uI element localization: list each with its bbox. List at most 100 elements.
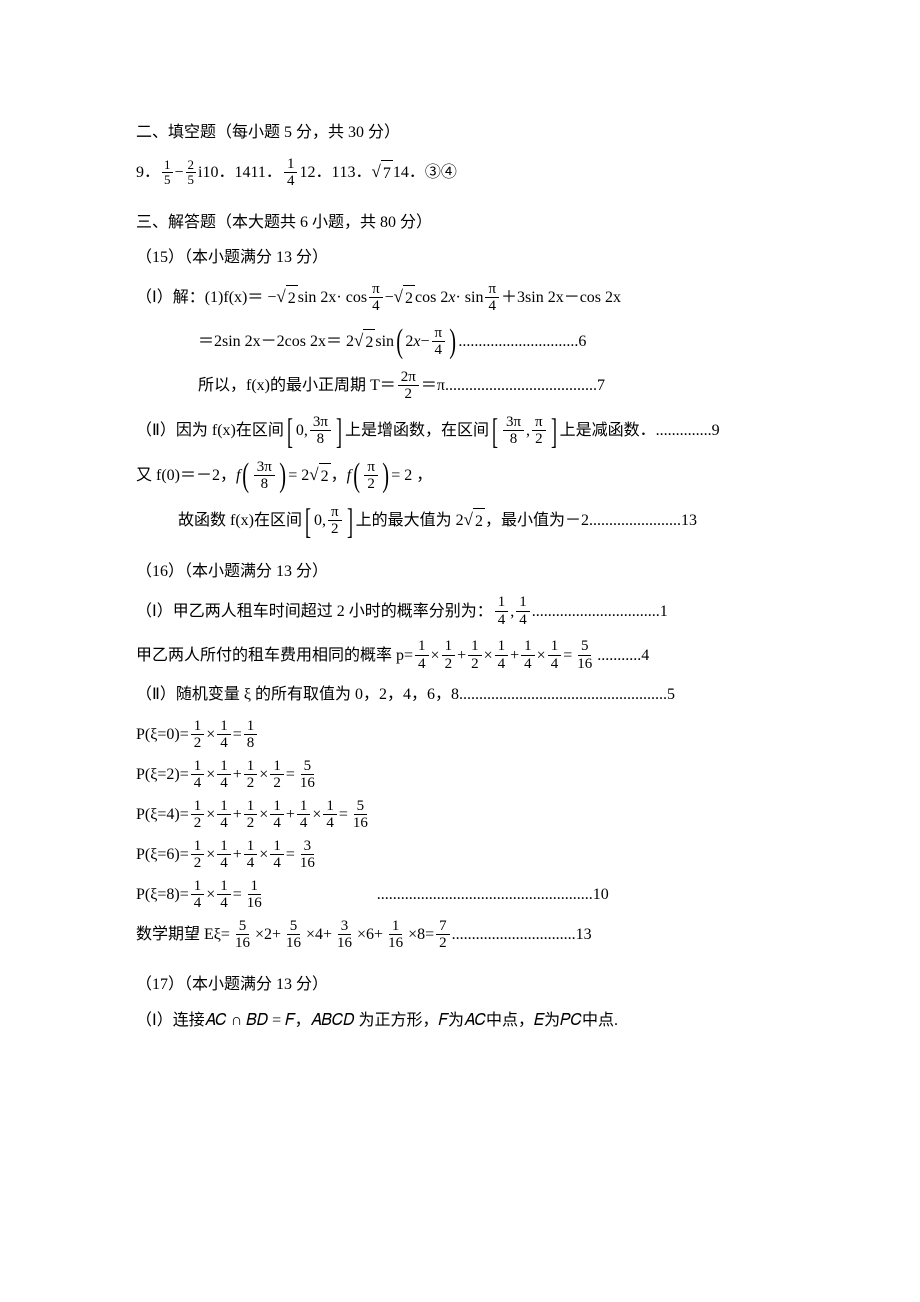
p15-line5: 又 f(0)＝－2， f ( 3π8 ) = 2 √2 ， f ( π2 ) =… [136, 459, 790, 493]
p16-l3a: （Ⅱ）随机变量 ξ 的所有取值为 0，2，4，6，8 [136, 682, 459, 708]
p15-line6: 故函数 f(x)在区间 [ 0, π2 ] 上的最大值为 2 √2 ，最小值为－… [136, 503, 790, 539]
pi4-3: π4 [432, 325, 446, 359]
lbracket-icon: [ [287, 413, 293, 449]
q9-frac2: 2 5 [186, 158, 197, 188]
sqrt-icon: √ [371, 158, 380, 185]
fraction: 14 [495, 638, 509, 672]
p16-p4: P(ξ=4)= 12×14+12×14+14×14=516 [136, 798, 790, 832]
p17-line1: （Ⅰ）连接𝐴𝐶 ∩ 𝐵𝐷 = 𝐹，𝐴𝐵𝐶𝐷 为正方形，𝐹为𝐴𝐶中点，𝐸为𝑃𝐶中点… [136, 1008, 790, 1034]
q9-prefix: 9． [136, 160, 160, 186]
p17-l1-text: （Ⅰ）连接𝐴𝐶 ∩ 𝐵𝐷 = 𝐹，𝐴𝐵𝐶𝐷 为正方形，𝐹为𝐴𝐶中点，𝐸为𝑃𝐶中点… [136, 1008, 618, 1034]
op-text: = [286, 842, 295, 868]
op-text: + [233, 842, 242, 868]
comma2: , [510, 599, 514, 625]
p16-title: （16）（本小题满分 13 分） [136, 559, 790, 585]
p15-l2b: sin [375, 329, 394, 355]
op-text: × [537, 643, 546, 669]
fraction: 14 [270, 838, 284, 872]
q10: 10．14 [203, 160, 251, 186]
lparen-icon: ( [353, 459, 360, 493]
p15-l6b: 上的最大值为 2 [356, 508, 464, 534]
f-2: f [347, 463, 351, 489]
p15-l1d: cos 2 [415, 285, 448, 311]
fraction: 14 [217, 798, 231, 832]
fraction: 14 [270, 798, 284, 832]
int1-frac: 3π8 [310, 414, 331, 448]
fraction: 116 [385, 918, 406, 952]
fraction: 72 [436, 918, 450, 952]
fraction: 12 [442, 638, 456, 672]
pi4-2: π4 [485, 281, 499, 315]
p15-l2a: ＝2sin 2x－2cos 2x＝ 2 [198, 329, 354, 355]
eq2: = 2 ， [391, 463, 432, 489]
p16-p6: P(ξ=6)= 12×14+14×14=316 [136, 838, 790, 872]
op-text: + [286, 802, 295, 828]
q11-frac: 1 4 [284, 156, 298, 190]
section3-heading: 三、解答题（本大题共 6 小题，共 80 分） [136, 210, 790, 236]
p16-l3dots: ........................................… [459, 682, 675, 708]
op-text: = [563, 643, 572, 669]
sqrt-icon: √ [354, 327, 363, 354]
fraction: 316 [334, 918, 355, 952]
p15-l6c: ，最小值为－2 [485, 508, 589, 534]
dots: ...............................13 [452, 922, 592, 948]
op-text: = [339, 802, 348, 828]
op-text: × [484, 643, 493, 669]
f2-arg: π2 [364, 459, 378, 493]
fraction: 12 [244, 758, 258, 792]
rparen-icon: ) [449, 325, 456, 359]
fraction: 12 [191, 718, 205, 752]
fraction: 14 [521, 638, 535, 672]
q13-prefix: 13． [339, 160, 371, 186]
pi4-1: π4 [369, 281, 383, 315]
p15-l1a: （Ⅰ）解：(1)f(x)＝ − [136, 285, 276, 311]
p4-label: P(ξ=4)= [136, 802, 189, 828]
sqrt-icon: √ [464, 506, 473, 533]
int3-frac: π2 [328, 504, 342, 538]
op-text: + [510, 643, 519, 669]
section2-heading-text: 二、填空题（每小题 5 分，共 30 分） [136, 120, 400, 146]
sqrt2-2: √2 [394, 283, 415, 312]
fraction: 14 [217, 758, 231, 792]
p0-label: P(ξ=0)= [136, 722, 189, 748]
op-text: × [206, 842, 215, 868]
fraction: 516 [232, 918, 253, 952]
p16-p8: P(ξ=8)= 14×14=116.......................… [136, 878, 790, 912]
fraction: 12 [244, 798, 258, 832]
fraction: 516 [297, 758, 318, 792]
op-text: = [233, 722, 242, 748]
p15-l3dots: ......................................7 [445, 373, 605, 399]
p17-title-text: （17）（本小题满分 13 分） [136, 972, 328, 998]
p16-expectation: 数学期望 Eξ= 516×2+516×4+316×6+116×8=72 ....… [136, 918, 790, 952]
sqrt2-5: √2 [464, 506, 485, 535]
p15-title-text: （15）（本小题满分 13 分） [136, 245, 328, 271]
p15-l1x: x [448, 285, 455, 311]
op-text: ×6+ [357, 922, 383, 948]
p15-line2: ＝2sin 2x－2cos 2x＝ 2 √2 sin ( 2 x − π4 ) … [136, 325, 790, 359]
f-1: f [236, 463, 240, 489]
prob2: 14 [516, 594, 530, 628]
p15-line1: （Ⅰ）解：(1)f(x)＝ − √2 sin 2x· cos π4 − √2 c… [136, 281, 790, 315]
p15-l2d: − [420, 329, 429, 355]
fill-answers: 9． 1 5 − 2 5 i 10．14 11． 1 4 12．1 13． √ … [136, 156, 790, 190]
fraction: 516 [350, 798, 371, 832]
q11-prefix: 11． [251, 160, 282, 186]
p15-l1e: · sin [455, 285, 483, 311]
p15-l5a: 又 f(0)＝－2， [136, 463, 236, 489]
p15-l1b: sin 2x· cos [298, 285, 367, 311]
fraction: 12 [468, 638, 482, 672]
fraction: 316 [297, 838, 318, 872]
fraction: 14 [323, 798, 337, 832]
p15-l6a: 故函数 f(x)在区间 [178, 508, 302, 534]
sqrt-icon: √ [309, 461, 318, 488]
p15-l4a: （Ⅱ）因为 f(x)在区间 [136, 418, 284, 444]
p15-l4c: 上是减函数． [560, 418, 656, 444]
p2-label: P(ξ=2)= [136, 762, 189, 788]
f1-arg: 3π8 [254, 459, 275, 493]
section2-heading: 二、填空题（每小题 5 分，共 30 分） [136, 120, 790, 146]
op-text: ×4+ [306, 922, 332, 948]
exp-label: 数学期望 Eξ= [136, 922, 230, 948]
q13-sqrt: √ 7 [371, 158, 392, 187]
fraction: 14 [548, 638, 562, 672]
rbracket-icon: ] [551, 413, 557, 449]
